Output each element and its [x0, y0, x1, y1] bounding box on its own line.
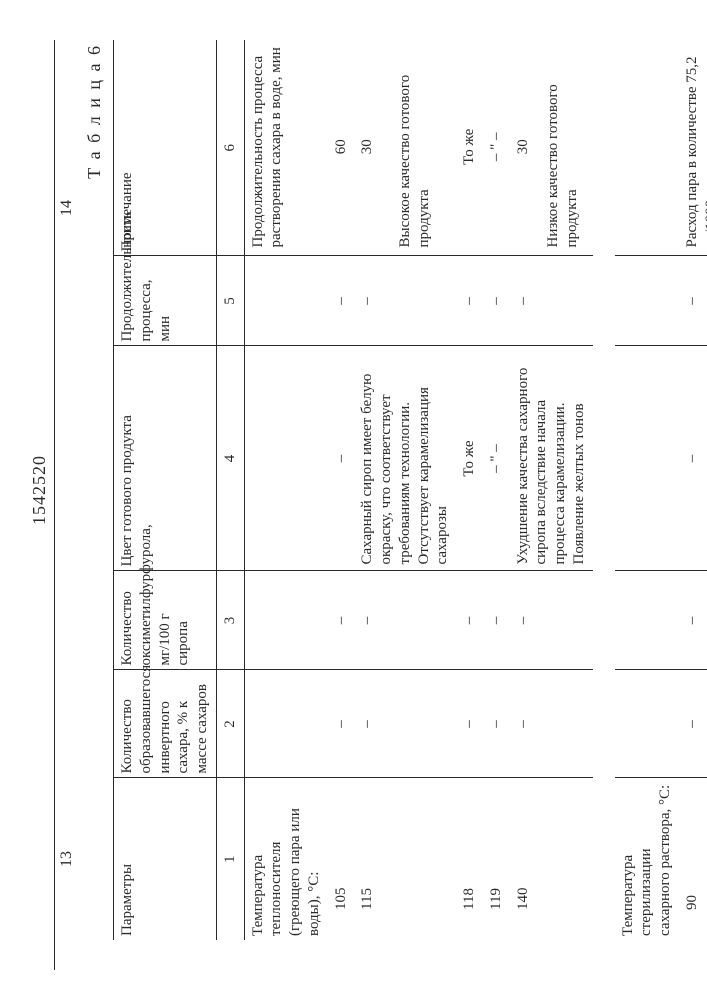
row-119-c3: –	[483, 571, 510, 670]
col-num-4: 4	[216, 346, 244, 571]
col-header-4: Цвет готового продукта	[114, 346, 217, 571]
row-119-note: – " –	[483, 40, 510, 256]
row-140-c4: Ухудшение качества сахарного сиропа всле…	[510, 346, 593, 571]
note-dissolution: Продолжительность процесса растворения с…	[244, 40, 328, 256]
section-1-title: Температура теплоносителя (греющего пара…	[244, 778, 328, 940]
row-90-c2: –	[679, 670, 707, 778]
row-90-c3: –	[679, 571, 707, 670]
row-115-c4: Сахарный сироп имеет белую окраску, что …	[354, 346, 456, 571]
col-num-3: 3	[216, 571, 244, 670]
row-115-note-30: 30	[354, 40, 392, 256]
col-num-2: 2	[216, 670, 244, 778]
row-140-c3: –	[510, 571, 541, 670]
row-119-param: 119	[483, 778, 510, 940]
row-115-note-quality: Высокое качество готового продукта	[392, 40, 456, 256]
row-105-param: 105	[328, 778, 355, 940]
row-105-note-60: 60	[328, 40, 355, 256]
page-number-left: 13	[55, 778, 83, 940]
row-118-note: То же	[456, 40, 483, 256]
col-header-1: Параметры	[114, 778, 217, 940]
col-header-6: Примечание	[114, 40, 217, 256]
row-119-c5: –	[483, 256, 510, 346]
row-140-note-quality: Низкое качество готового продукта	[540, 40, 592, 256]
row-90-note: Расход пара в количестве 75,2 кг/1000 кг…	[679, 40, 707, 256]
row-115-c3: –	[354, 571, 392, 670]
col-num-6: 6	[216, 40, 244, 256]
row-105-c2: –	[328, 670, 355, 778]
row-115-c5: –	[354, 256, 392, 346]
row-118-param: 118	[456, 778, 483, 940]
row-90-param: 90	[679, 778, 707, 940]
row-118-c2: –	[456, 670, 483, 778]
col-num-5: 5	[216, 256, 244, 346]
page-number-right: 14	[55, 40, 83, 256]
row-118-c4: То же	[456, 346, 483, 571]
col-header-2: Количество образовавшегося инвертного са…	[114, 670, 217, 778]
section-2-title: Температура стерилизации сахарного раств…	[615, 778, 679, 940]
row-115-c2: –	[354, 670, 392, 778]
col-num-1: 1	[216, 778, 244, 940]
row-118-c5: –	[456, 256, 483, 346]
table-label: Т а б л и ц а 6	[83, 44, 106, 940]
row-105-c5: –	[328, 256, 355, 346]
row-140-c2: –	[510, 670, 541, 778]
row-105-c3: –	[328, 571, 355, 670]
row-119-c4: – " –	[483, 346, 510, 571]
col-header-3: Количество оксиметилфурфурола, мг/100 г …	[114, 571, 217, 670]
row-140-note-30: 30	[510, 40, 541, 256]
row-90-c4: –	[679, 346, 707, 571]
document-number: 1542520	[28, 40, 51, 940]
col-header-5: Продолжительность процесса, мин	[114, 256, 217, 346]
row-140-c5: –	[510, 256, 541, 346]
row-105-c4: –	[328, 346, 355, 571]
row-90-c5: –	[679, 256, 707, 346]
row-118-c3: –	[456, 571, 483, 670]
row-115-param: 115	[354, 778, 392, 940]
row-119-c2: –	[483, 670, 510, 778]
row-140-param: 140	[510, 778, 541, 940]
